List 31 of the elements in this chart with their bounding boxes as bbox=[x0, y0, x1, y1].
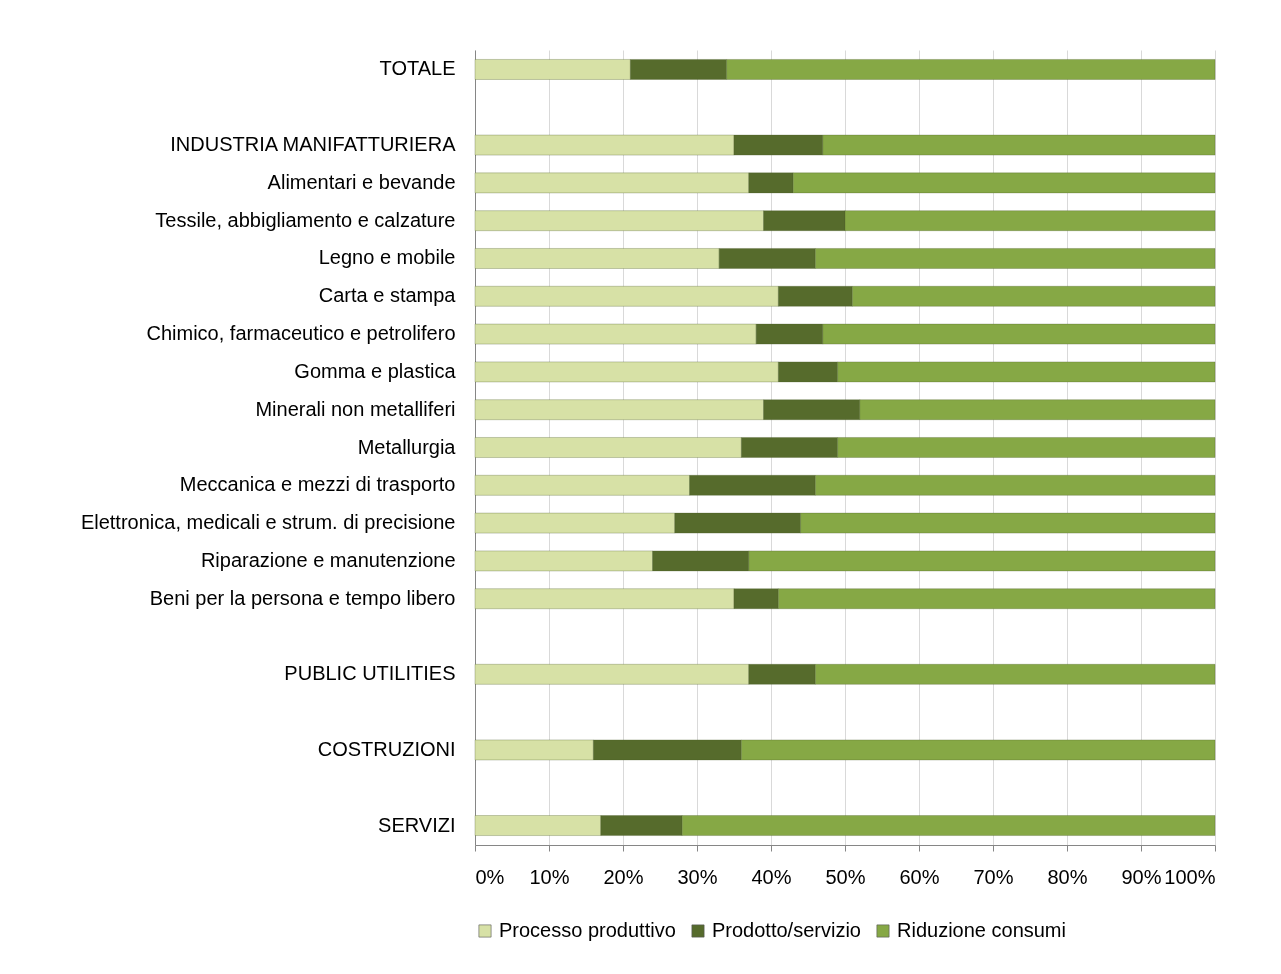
y-tick-label: Alimentari e bevande bbox=[267, 170, 456, 193]
y-tick-label: Carta e stampa bbox=[318, 284, 457, 307]
y-tick-label: Meccanica e mezzi di trasporto bbox=[179, 473, 456, 496]
x-tick-label: 60% bbox=[899, 865, 940, 888]
y-tick-label: TOTALE bbox=[379, 57, 456, 80]
legend-label: Riduzione consumi bbox=[897, 919, 1066, 941]
y-tick-label: Beni per la persona e tempo libero bbox=[149, 586, 456, 609]
y-tick-label: INDUSTRIA MANIFATTURIERA bbox=[170, 133, 457, 156]
legend-label: Processo produttivo bbox=[499, 919, 676, 941]
x-tick-label: 20% bbox=[603, 865, 644, 888]
y-tick-label: Riparazione e manutenzione bbox=[200, 548, 456, 571]
y-tick-label: Metallurgia bbox=[357, 435, 457, 458]
y-tick-label: PUBLIC UTILITIES bbox=[284, 662, 456, 685]
legend-label: Prodotto/servizio bbox=[712, 919, 861, 941]
x-tick-label: 70% bbox=[973, 865, 1014, 888]
y-tick-label: COSTRUZIONI bbox=[317, 737, 456, 760]
x-tick-label: 90% bbox=[1121, 865, 1162, 888]
y-tick-label: Minerali non metalliferi bbox=[255, 397, 456, 420]
y-tick-label: SERVIZI bbox=[378, 813, 456, 836]
x-tick-label: 30% bbox=[677, 865, 718, 888]
x-tick-label: 80% bbox=[1047, 865, 1088, 888]
x-tick-label: 0% bbox=[475, 865, 505, 888]
x-tick-label: 100% bbox=[1164, 865, 1216, 888]
y-tick-label: Tessile, abbigliamento e calzature bbox=[155, 208, 456, 231]
y-tick-label: Gomma e plastica bbox=[294, 359, 457, 382]
x-tick-label: 10% bbox=[529, 865, 570, 888]
x-tick-label: 50% bbox=[825, 865, 866, 888]
x-tick-label: 40% bbox=[751, 865, 792, 888]
y-tick-label: Chimico, farmaceutico e petrolifero bbox=[146, 322, 456, 345]
y-tick-label: Elettronica, medicali e strum. di precisione bbox=[80, 511, 456, 534]
y-tick-label: Legno e mobile bbox=[318, 246, 456, 269]
